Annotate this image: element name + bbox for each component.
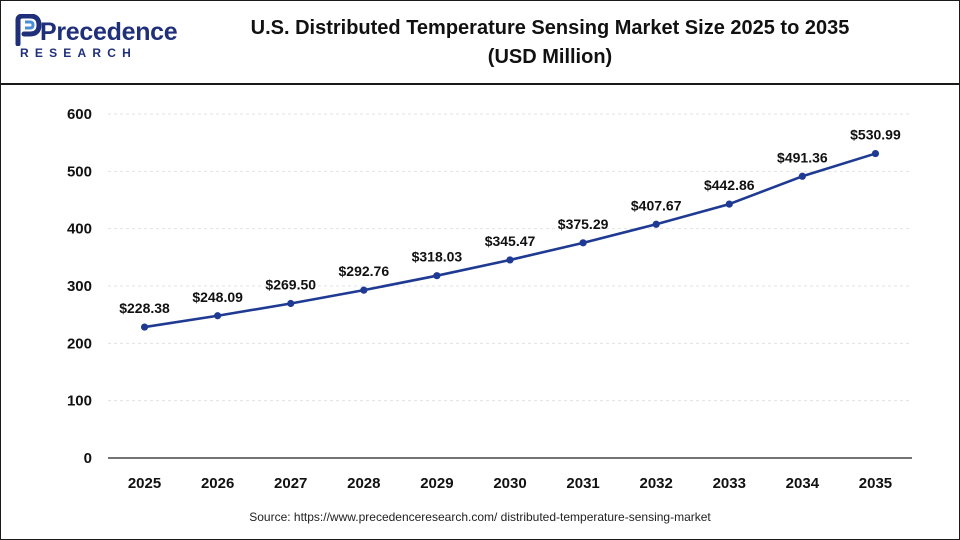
x-tick-label: 2033 bbox=[713, 475, 746, 492]
x-tick-label: 2028 bbox=[347, 475, 380, 492]
data-label: $530.99 bbox=[850, 127, 901, 143]
x-tick-label: 2032 bbox=[639, 475, 672, 492]
brand-subtitle: RESEARCH bbox=[20, 46, 137, 60]
data-point bbox=[140, 323, 149, 331]
brand-logo: Precedence RESEARCH bbox=[14, 10, 178, 70]
data-points bbox=[140, 149, 880, 331]
brand-name: Precedence bbox=[40, 18, 178, 46]
y-tick-label: 500 bbox=[67, 163, 92, 180]
data-label: $318.03 bbox=[412, 249, 463, 265]
data-label: $491.36 bbox=[777, 149, 828, 165]
x-tick-label: 2029 bbox=[420, 475, 453, 492]
data-point bbox=[506, 256, 514, 264]
data-label: $248.09 bbox=[192, 289, 243, 305]
x-axis-ticks: 2025 2026 2027 2028 2029 2030 2031 2032 2033 2034… bbox=[128, 475, 892, 492]
data-label: $269.50 bbox=[265, 276, 316, 292]
x-tick-label: 2034 bbox=[786, 475, 820, 492]
data-point bbox=[652, 220, 660, 228]
data-label: $228.38 bbox=[119, 300, 170, 316]
gridlines bbox=[108, 113, 912, 459]
line-chart: 0 100 200 300 400 500 600 2025 2026 2027 2028 2029… bbox=[67, 106, 912, 492]
data-point bbox=[579, 239, 587, 247]
data-label: $407.67 bbox=[631, 197, 682, 213]
header: Precedence RESEARCH U.S. Distributed Tem… bbox=[0, 0, 960, 85]
data-point bbox=[360, 286, 368, 294]
y-tick-label: 200 bbox=[67, 335, 92, 352]
source-note: Source: https://www.precedenceresearch.c… bbox=[249, 510, 711, 524]
logo-mark-icon bbox=[15, 14, 42, 46]
data-labels: $228.38 $248.09 $269.50 $292.76 $318.03 $345.… bbox=[119, 127, 901, 316]
x-tick-label: 2035 bbox=[859, 475, 892, 492]
data-label: $345.47 bbox=[485, 233, 536, 249]
header-divider bbox=[0, 83, 960, 85]
x-tick-label: 2030 bbox=[493, 475, 526, 492]
x-tick-label: 2027 bbox=[274, 475, 307, 492]
x-tick-label: 2031 bbox=[566, 475, 599, 492]
chart-title-line-2: (USD Million) bbox=[487, 46, 613, 68]
y-tick-label: 600 bbox=[67, 106, 92, 123]
y-tick-label: 400 bbox=[67, 221, 92, 238]
y-axis-ticks: 0 100 200 300 400 500 600 bbox=[67, 106, 92, 467]
y-tick-label: 300 bbox=[67, 278, 92, 295]
data-point bbox=[798, 172, 806, 180]
data-label: $292.76 bbox=[339, 263, 390, 279]
x-tick-label: 2025 bbox=[128, 475, 161, 492]
data-label: $442.86 bbox=[704, 177, 755, 193]
y-tick-label: 100 bbox=[67, 393, 92, 410]
data-point bbox=[433, 272, 441, 280]
data-point bbox=[287, 299, 295, 308]
chart-title-line-1: U.S. Distributed Temperature Sensing Mar… bbox=[250, 17, 850, 39]
data-point bbox=[214, 312, 222, 320]
chart-title: U.S. Distributed Temperature Sensing Mar… bbox=[190, 14, 910, 72]
data-point bbox=[725, 200, 733, 208]
data-label: $375.29 bbox=[558, 216, 609, 232]
data-point bbox=[871, 149, 880, 158]
y-tick-label: 0 bbox=[84, 450, 92, 467]
x-tick-label: 2026 bbox=[201, 475, 234, 492]
